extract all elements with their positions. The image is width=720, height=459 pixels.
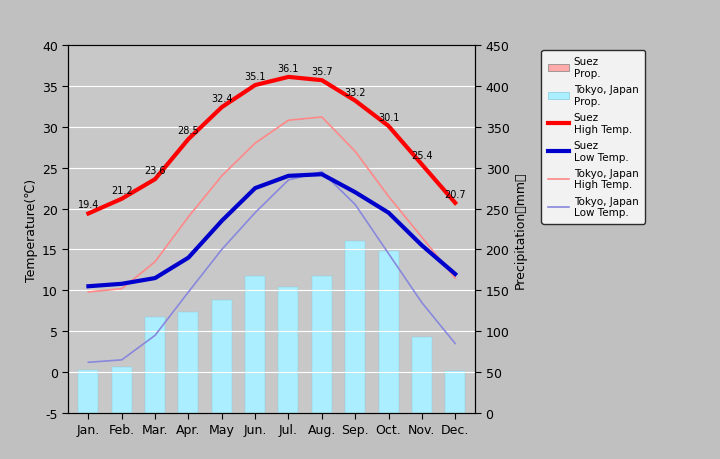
- Bar: [279, 411, 299, 413]
- Bar: [279, 287, 299, 413]
- Bar: [412, 337, 432, 413]
- Bar: [312, 276, 332, 413]
- Bar: [78, 371, 99, 413]
- Text: 33.2: 33.2: [344, 87, 366, 97]
- Text: 32.4: 32.4: [211, 94, 233, 104]
- Bar: [212, 301, 232, 413]
- Text: 30.1: 30.1: [378, 112, 399, 123]
- Text: 36.1: 36.1: [278, 64, 299, 73]
- Bar: [145, 411, 165, 413]
- Bar: [379, 411, 398, 413]
- Text: 19.4: 19.4: [78, 200, 99, 210]
- Bar: [245, 276, 265, 413]
- Bar: [112, 367, 132, 413]
- Text: 20.7: 20.7: [444, 189, 466, 199]
- Bar: [445, 411, 465, 413]
- Bar: [245, 411, 265, 413]
- Bar: [412, 411, 432, 413]
- Bar: [179, 312, 199, 413]
- Text: 21.2: 21.2: [111, 185, 132, 195]
- Bar: [145, 318, 165, 413]
- Text: 35.7: 35.7: [311, 67, 333, 77]
- Bar: [78, 411, 99, 413]
- Bar: [445, 371, 465, 413]
- Y-axis label: Precipitation（mm）: Precipitation（mm）: [513, 171, 526, 288]
- Text: 28.5: 28.5: [178, 126, 199, 136]
- Bar: [212, 411, 232, 413]
- Legend: Suez
Prop., Tokyo, Japan
Prop., Suez
High Temp., Suez
Low Temp., Tokyo, Japan
Hi: Suez Prop., Tokyo, Japan Prop., Suez Hig…: [541, 51, 644, 224]
- Bar: [112, 411, 132, 413]
- Bar: [345, 242, 365, 413]
- Text: 35.1: 35.1: [244, 72, 266, 82]
- Bar: [379, 252, 398, 413]
- Bar: [179, 411, 199, 413]
- Text: 23.6: 23.6: [144, 166, 166, 176]
- Bar: [312, 411, 332, 413]
- Bar: [345, 411, 365, 413]
- Y-axis label: Temperature(℃): Temperature(℃): [25, 178, 38, 281]
- Text: 25.4: 25.4: [411, 151, 433, 161]
